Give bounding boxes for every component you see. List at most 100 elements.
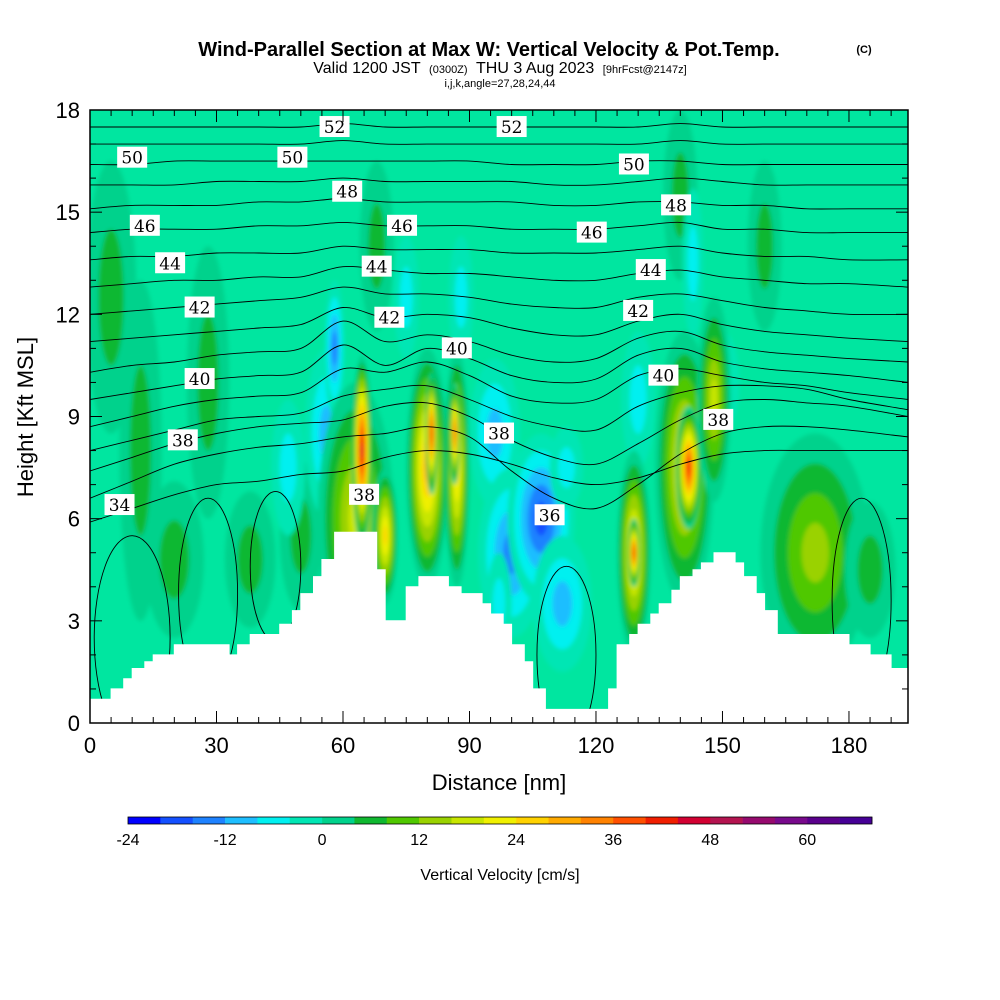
theta-label-24: 34: [104, 494, 135, 516]
theta-label-box: [167, 429, 198, 451]
vv-cell-22-level-1: [629, 365, 647, 434]
colorbar-swatch: [483, 817, 517, 824]
theta-label-text: 40: [653, 367, 675, 387]
theta-label-text: 48: [665, 196, 687, 216]
theta-contour-44: [90, 266, 908, 288]
theta-label-text: 52: [501, 118, 523, 138]
theta-label-text: 34: [109, 496, 131, 516]
y-tick-label: 15: [56, 200, 80, 225]
copyright-mark: (C): [856, 44, 872, 56]
x-axis: 0 30 60 90 120 150 180: [84, 110, 892, 758]
theta-label-box: [332, 180, 363, 202]
colorbar-tick-label: 24: [507, 832, 525, 849]
theta-label-0: 52: [319, 116, 350, 138]
theta-label-box: [534, 504, 565, 526]
y-tick-label: 12: [56, 302, 80, 327]
vv-cell-9-level-3: [801, 522, 829, 583]
theta-label-16: 40: [184, 368, 215, 390]
vv-cell-31-level-9: [454, 428, 456, 439]
theta-label-text: 44: [159, 254, 181, 274]
theta-label-text: 38: [707, 411, 729, 431]
x-tick-label: 120: [578, 733, 615, 758]
valid-prefix: Valid 1200 JST: [313, 60, 421, 77]
vv-cell-10-level-1: [857, 535, 883, 604]
vv-cell-15-level-1: [454, 266, 468, 329]
theta-label-9: 46: [576, 221, 607, 244]
theta-label-13: 42: [184, 296, 215, 319]
theta-label-text: 38: [488, 425, 510, 445]
y-tick-label: 3: [68, 609, 80, 634]
colorbar-tick-label: 60: [798, 832, 816, 849]
x-tick-label: 180: [831, 733, 868, 758]
vv-cell-0-level-1: [98, 229, 124, 366]
y-tick-label: 18: [56, 98, 80, 123]
terrain-profile: [90, 531, 908, 723]
colorbar-swatch: [225, 817, 258, 824]
y-tick-label: 0: [68, 711, 80, 736]
x-tick-label: 150: [704, 733, 741, 758]
vv-cell-23-level-1: [687, 225, 699, 301]
theta-label-box: [361, 255, 392, 277]
theta-contour-48: [90, 177, 908, 186]
theta-contour-49: [90, 160, 908, 166]
colorbar-tick-label: 12: [410, 832, 428, 849]
theta-label-1: 52: [496, 116, 527, 138]
theta-label-box: [618, 153, 649, 175]
theta-label-box: [648, 364, 679, 386]
x-tick-label: 90: [457, 733, 481, 758]
theta-label-text: 42: [627, 302, 649, 322]
theta-label-box: [661, 194, 692, 216]
colorbar-swatch: [548, 817, 582, 824]
potential-temperature-contours: [90, 123, 908, 723]
colorbar-swatch: [354, 817, 388, 824]
colorbar-swatch: [322, 817, 355, 824]
theta-label-22: 38: [349, 483, 380, 506]
theta-label-18: 40: [648, 364, 679, 387]
theta-contour-38: [90, 384, 908, 452]
theta-label-box: [387, 214, 418, 236]
colorbar-swatch: [580, 817, 614, 824]
theta-contour-50: [90, 140, 908, 145]
theta-label-box: [484, 422, 514, 444]
x-tick-label: 60: [331, 733, 355, 758]
theta-label-box: [374, 306, 405, 328]
terrain: [90, 531, 908, 723]
theta-label-text: 38: [353, 486, 375, 506]
theta-label-12: 44: [635, 259, 666, 281]
theta-label-text: 46: [391, 217, 413, 237]
low-level-theta-loop-0: [93, 535, 171, 723]
colorbar-swatch: [645, 817, 679, 824]
theta-label-text: 46: [581, 224, 603, 244]
theta-label-15: 42: [623, 299, 654, 322]
chart-title: Wind-Parallel Section at Max W: Vertical…: [198, 39, 779, 61]
theta-label-box: [349, 483, 380, 505]
theta-contour-45: [90, 245, 908, 261]
theta-contour-47: [90, 198, 908, 210]
theta-label-text: 50: [121, 149, 143, 169]
x-axis-label: Distance [nm]: [432, 770, 567, 795]
theta-contour-36: [90, 425, 908, 510]
colorbar: -24 -12 0 12 24 36 48 60: [116, 816, 873, 849]
theta-contour-42: [90, 307, 908, 343]
theta-label-14: 42: [374, 306, 405, 329]
theta-label-box: [623, 299, 654, 321]
vv-cell-33-level-10: [633, 549, 635, 556]
valid-time-line: Valid 1200 JST (0300Z) THU 3 Aug 2023 [9…: [313, 60, 686, 77]
colorbar-swatch: [774, 817, 808, 824]
colorbar-swatch: [710, 817, 743, 824]
vv-cell-35-level-10: [687, 461, 690, 474]
theta-label-text: 40: [446, 339, 468, 359]
theta-label-box: [155, 252, 186, 274]
theta-label-text: 52: [324, 118, 346, 138]
vv-cell-27-level-6: [383, 525, 387, 546]
theta-label-text: 38: [172, 431, 194, 451]
theta-label-10: 44: [155, 252, 186, 274]
theta-label-text: 50: [623, 155, 645, 175]
low-level-theta-loop-3: [536, 565, 597, 723]
theta-contour-39: [90, 361, 908, 428]
colorbar-swatch: [613, 817, 646, 824]
colorbar-swatch: [839, 817, 873, 824]
theta-label-text: 44: [366, 258, 388, 278]
colorbar-swatch: [257, 817, 291, 824]
